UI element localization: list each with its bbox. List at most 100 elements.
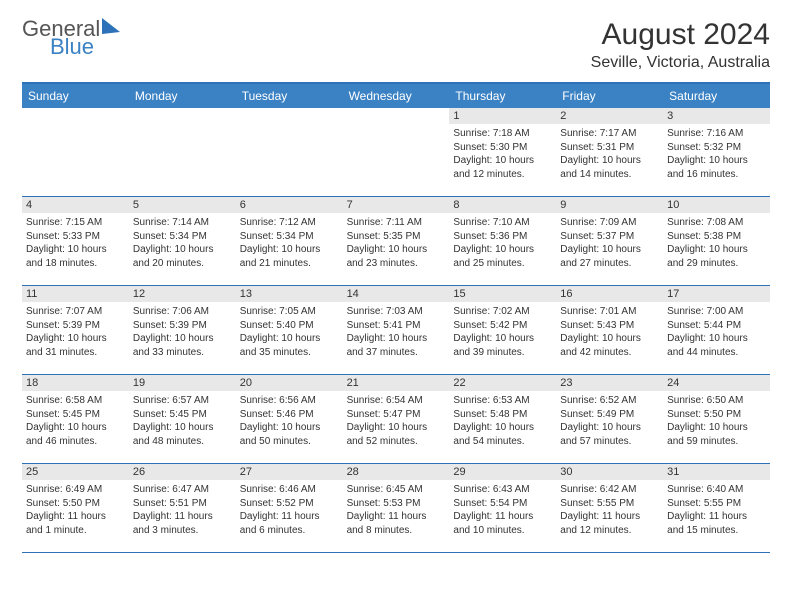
daylight: Daylight: 11 hours and 6 minutes. [240,510,339,537]
sunrise: Sunrise: 6:40 AM [667,483,766,497]
day-cell: 31Sunrise: 6:40 AMSunset: 5:55 PMDayligh… [663,464,770,552]
day-cell: 13Sunrise: 7:05 AMSunset: 5:40 PMDayligh… [236,286,343,374]
sunset: Sunset: 5:46 PM [240,408,339,422]
empty-day [236,108,343,124]
day-info: Sunrise: 6:58 AMSunset: 5:45 PMDaylight:… [26,394,125,448]
day-info: Sunrise: 7:06 AMSunset: 5:39 PMDaylight:… [133,305,232,359]
daylight: Daylight: 10 hours and 54 minutes. [453,421,552,448]
sunset: Sunset: 5:49 PM [560,408,659,422]
day-number: 5 [129,197,236,213]
day-number: 7 [343,197,450,213]
daylight: Daylight: 10 hours and 12 minutes. [453,154,552,181]
sunset: Sunset: 5:40 PM [240,319,339,333]
logo-text: General Blue [22,18,120,58]
daylight: Daylight: 10 hours and 44 minutes. [667,332,766,359]
sunset: Sunset: 5:33 PM [26,230,125,244]
day-number: 13 [236,286,343,302]
day-info: Sunrise: 7:03 AMSunset: 5:41 PMDaylight:… [347,305,446,359]
daylight: Daylight: 10 hours and 27 minutes. [560,243,659,270]
sunset: Sunset: 5:55 PM [560,497,659,511]
sunrise: Sunrise: 6:42 AM [560,483,659,497]
daylight: Daylight: 11 hours and 12 minutes. [560,510,659,537]
sunrise: Sunrise: 6:46 AM [240,483,339,497]
daylight: Daylight: 11 hours and 1 minute. [26,510,125,537]
sunrise: Sunrise: 6:49 AM [26,483,125,497]
day-info: Sunrise: 7:10 AMSunset: 5:36 PMDaylight:… [453,216,552,270]
day-number: 4 [22,197,129,213]
daylight: Daylight: 10 hours and 20 minutes. [133,243,232,270]
day-info: Sunrise: 6:47 AMSunset: 5:51 PMDaylight:… [133,483,232,537]
day-info: Sunrise: 6:50 AMSunset: 5:50 PMDaylight:… [667,394,766,448]
day-info: Sunrise: 7:14 AMSunset: 5:34 PMDaylight:… [133,216,232,270]
day-number: 10 [663,197,770,213]
day-cell: 18 Sunrise: 6:58 AMSunset: 5:45 PMDayligh… [22,375,129,463]
logo: General Blue [22,18,120,58]
sunset: Sunset: 5:39 PM [26,319,125,333]
daylight: Daylight: 10 hours and 31 minutes. [26,332,125,359]
sunset: Sunset: 5:38 PM [667,230,766,244]
day-cell: 17Sunrise: 7:00 AMSunset: 5:44 PMDayligh… [663,286,770,374]
sunset: Sunset: 5:36 PM [453,230,552,244]
day-number: 18 [22,375,129,391]
day-number: 26 [129,464,236,480]
day-number: 11 [22,286,129,302]
sunrise: Sunrise: 6:45 AM [347,483,446,497]
daylight: Daylight: 10 hours and 18 minutes. [26,243,125,270]
daylight: Daylight: 10 hours and 52 minutes. [347,421,446,448]
day-cell: 11 Sunrise: 7:07 AMSunset: 5:39 PMDayligh… [22,286,129,374]
sunrise: Sunrise: 7:15 AM [26,216,125,230]
month-title: August 2024 [591,18,770,52]
sunrise: Sunrise: 7:10 AM [453,216,552,230]
day-cell: 30Sunrise: 6:42 AMSunset: 5:55 PMDayligh… [556,464,663,552]
day-info: Sunrise: 7:08 AMSunset: 5:38 PMDaylight:… [667,216,766,270]
sunrise: Sunrise: 7:14 AM [133,216,232,230]
daylight: Daylight: 10 hours and 37 minutes. [347,332,446,359]
day-info: Sunrise: 6:42 AMSunset: 5:55 PMDaylight:… [560,483,659,537]
day-header-sun: Sunday [22,84,129,108]
day-cell: 24Sunrise: 6:50 AMSunset: 5:50 PMDayligh… [663,375,770,463]
sunset: Sunset: 5:45 PM [133,408,232,422]
day-cell: 19Sunrise: 6:57 AMSunset: 5:45 PMDayligh… [129,375,236,463]
day-number: 1 [449,108,556,124]
daylight: Daylight: 10 hours and 14 minutes. [560,154,659,181]
day-number: 23 [556,375,663,391]
sunrise: Sunrise: 7:09 AM [560,216,659,230]
sunset: Sunset: 5:52 PM [240,497,339,511]
day-cell: 5 Sunrise: 7:14 AMSunset: 5:34 PMDaylight… [129,197,236,285]
sunrise: Sunrise: 6:50 AM [667,394,766,408]
day-cell: 28Sunrise: 6:45 AMSunset: 5:53 PMDayligh… [343,464,450,552]
day-cell: 2Sunrise: 7:17 AMSunset: 5:31 PMDaylight… [556,108,663,196]
day-info: Sunrise: 6:53 AMSunset: 5:48 PMDaylight:… [453,394,552,448]
location: Seville, Victoria, Australia [591,54,770,72]
day-cell: 16Sunrise: 7:01 AMSunset: 5:43 PMDayligh… [556,286,663,374]
sunrise: Sunrise: 7:17 AM [560,127,659,141]
day-info: Sunrise: 7:02 AMSunset: 5:42 PMDaylight:… [453,305,552,359]
sunrise: Sunrise: 7:12 AM [240,216,339,230]
sunset: Sunset: 5:55 PM [667,497,766,511]
daylight: Daylight: 11 hours and 10 minutes. [453,510,552,537]
sunrise: Sunrise: 6:57 AM [133,394,232,408]
sunrise: Sunrise: 7:07 AM [26,305,125,319]
empty-day [129,108,236,124]
empty-day [343,108,450,124]
day-number: 31 [663,464,770,480]
sunrise: Sunrise: 7:06 AM [133,305,232,319]
sunrise: Sunrise: 6:54 AM [347,394,446,408]
day-cell [129,108,236,196]
sunrise: Sunrise: 6:58 AM [26,394,125,408]
day-cell: 7Sunrise: 7:11 AMSunset: 5:35 PMDaylight… [343,197,450,285]
sunset: Sunset: 5:30 PM [453,141,552,155]
day-info: Sunrise: 7:18 AMSunset: 5:30 PMDaylight:… [453,127,552,181]
day-header-sat: Saturday [663,84,770,108]
day-cell: 21Sunrise: 6:54 AMSunset: 5:47 PMDayligh… [343,375,450,463]
day-info: Sunrise: 7:17 AMSunset: 5:31 PMDaylight:… [560,127,659,181]
day-header-thu: Thursday [449,84,556,108]
day-info: Sunrise: 6:45 AMSunset: 5:53 PMDaylight:… [347,483,446,537]
day-header-fri: Friday [556,84,663,108]
sunrise: Sunrise: 7:02 AM [453,305,552,319]
day-cell [22,108,129,196]
day-cell: 9Sunrise: 7:09 AMSunset: 5:37 PMDaylight… [556,197,663,285]
day-cell [343,108,450,196]
sunset: Sunset: 5:54 PM [453,497,552,511]
day-cell: 14Sunrise: 7:03 AMSunset: 5:41 PMDayligh… [343,286,450,374]
